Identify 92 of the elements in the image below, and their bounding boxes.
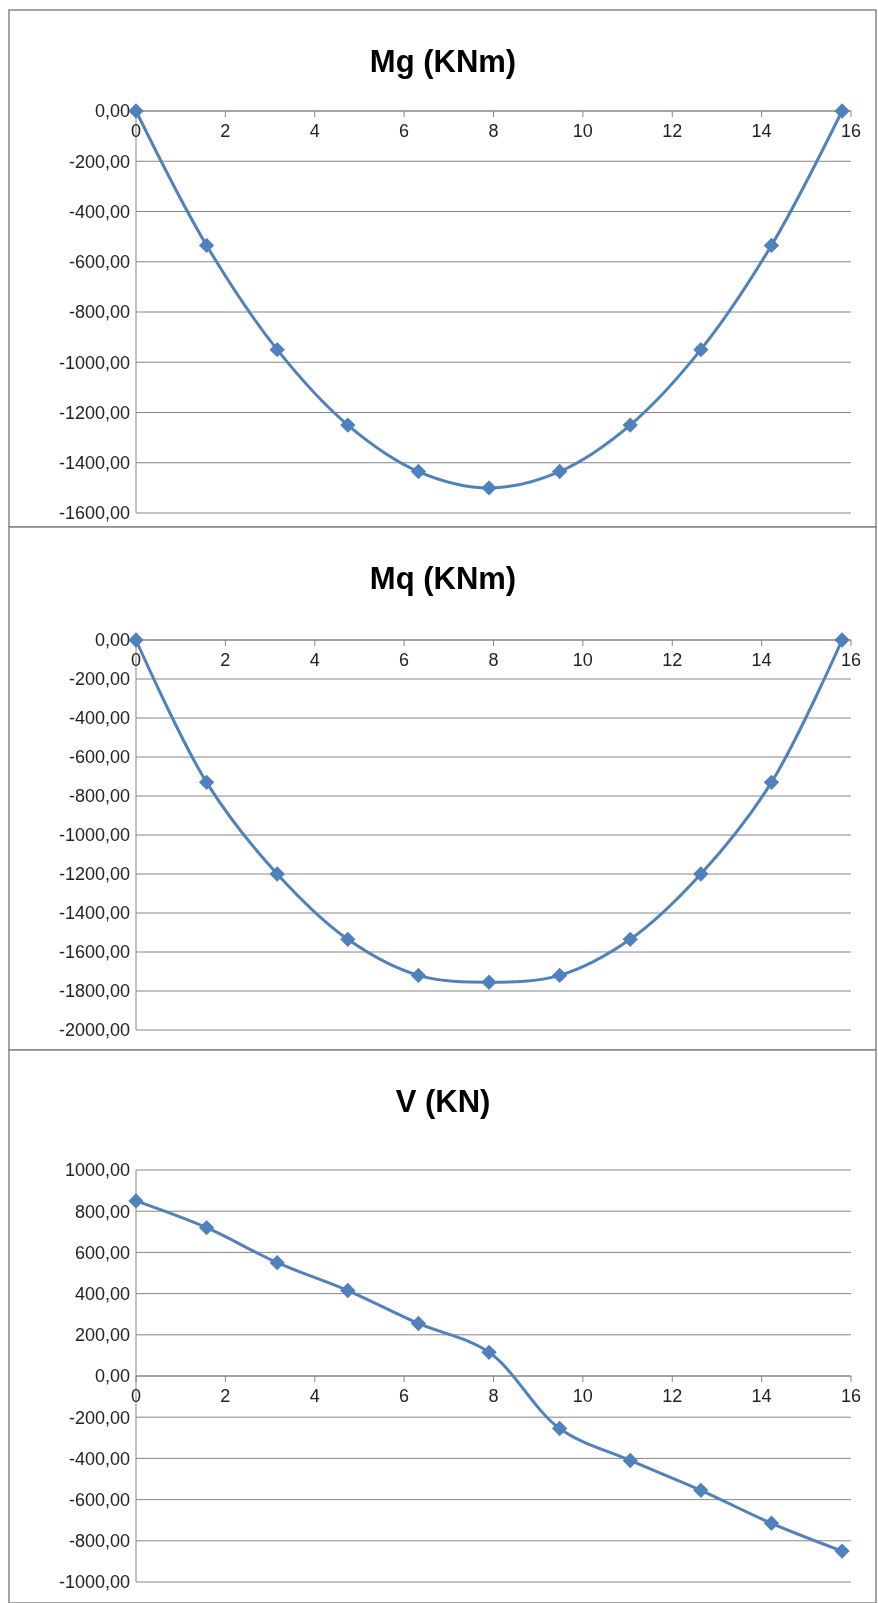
y-tick-label: -200,00 [68,151,130,172]
x-tick-label: 0 [130,1386,142,1406]
point [481,480,497,496]
point [269,1255,285,1271]
point [763,774,780,791]
y-tick-label: -1000,00 [58,825,130,846]
point [198,237,215,254]
point [834,103,850,119]
x-tick-label: 6 [399,121,410,141]
x-tick-label: 6 [399,650,410,670]
y-tick-label: 1000,00 [64,1160,130,1181]
x-tick-label: 14 [751,121,772,141]
y-tick-label: -1000,00 [58,352,130,373]
y-tick-label: -800,00 [68,302,130,323]
y-tick-label: 800,00 [74,1201,130,1222]
y-tick-label: -1200,00 [58,864,130,885]
x-tick-label: 2 [220,650,231,670]
y-tick-label: 0,00 [94,630,130,651]
y-tick-label: -600,00 [68,252,130,273]
y-tick-label: -1400,00 [58,903,130,924]
y-tick-label: 0,00 [94,1366,130,1387]
x-tick-label: 0 [130,121,142,141]
point [198,774,215,791]
y-tick-label: -800,00 [68,786,130,807]
x-tick-label: 8 [488,121,499,141]
point [410,967,427,984]
x-tick-label: 14 [751,650,772,670]
y-tick-label: 400,00 [74,1283,130,1304]
x-tick-label: 0 [130,650,142,670]
x-tick-label: 12 [662,121,683,141]
x-tick-label: 16 [840,650,862,670]
x-tick-label: 12 [662,650,683,670]
y-tick-label: -1200,00 [58,402,130,423]
point [551,1420,568,1437]
y-tick-label: -600,00 [68,747,130,768]
point [622,417,638,433]
point [834,632,850,648]
x-tick-label: 6 [399,1386,410,1406]
x-tick-label: 2 [220,1386,231,1406]
x-tick-label: 2 [220,121,231,141]
x-tick-label: 10 [572,121,593,141]
point [693,1482,709,1498]
y-tick-label: -1600,00 [58,503,130,524]
point [481,1344,497,1360]
point [622,1452,638,1469]
y-tick-label: -2000,00 [58,1020,130,1041]
y-tick-label: -1400,00 [58,453,130,474]
y-tick-label: 200,00 [74,1325,130,1346]
x-tick-label: 8 [488,1386,499,1406]
point [693,866,709,882]
point [198,1220,215,1236]
point [763,237,780,254]
x-tick-label: 4 [309,650,320,670]
point [269,342,285,358]
x-tick-label: 4 [309,121,320,141]
y-tick-label: -400,00 [68,708,130,729]
y-tick-label: -200,00 [68,669,130,690]
point [128,1193,144,1209]
y-tick-label: -600,00 [68,1489,130,1510]
y-tick-label: -400,00 [68,201,130,222]
y-tick-label: 600,00 [74,1242,130,1263]
x-tick-label: 12 [662,1386,683,1406]
y-tick-label: -400,00 [68,1448,130,1469]
point [410,463,427,480]
y-tick-label: -1800,00 [58,981,130,1002]
y-tick-label: -800,00 [68,1531,130,1552]
chart-title: Mq (KNm) [369,561,517,596]
point [622,931,638,947]
x-tick-label: 16 [840,1386,862,1406]
point [834,1543,850,1559]
x-tick-label: 10 [572,650,593,670]
point [481,974,497,990]
point [410,1315,427,1332]
point [551,967,568,984]
x-tick-label: 10 [572,1386,593,1406]
chart-title: V (KN) [395,1084,491,1119]
x-tick-label: 16 [840,121,862,141]
y-tick-label: -200,00 [68,1407,130,1428]
x-tick-label: 4 [309,1386,320,1406]
x-tick-label: 14 [751,1386,772,1406]
point [340,931,356,947]
x-tick-label: 8 [488,650,499,670]
point [340,1282,356,1299]
y-tick-label: 0,00 [94,101,130,122]
y-tick-label: -1600,00 [58,942,130,963]
point [693,342,709,358]
point [269,866,285,882]
chart-title: Mg (KNm) [369,44,517,79]
point [763,1515,780,1531]
y-tick-label: -1000,00 [58,1572,130,1593]
point [340,417,356,433]
point [551,463,568,480]
